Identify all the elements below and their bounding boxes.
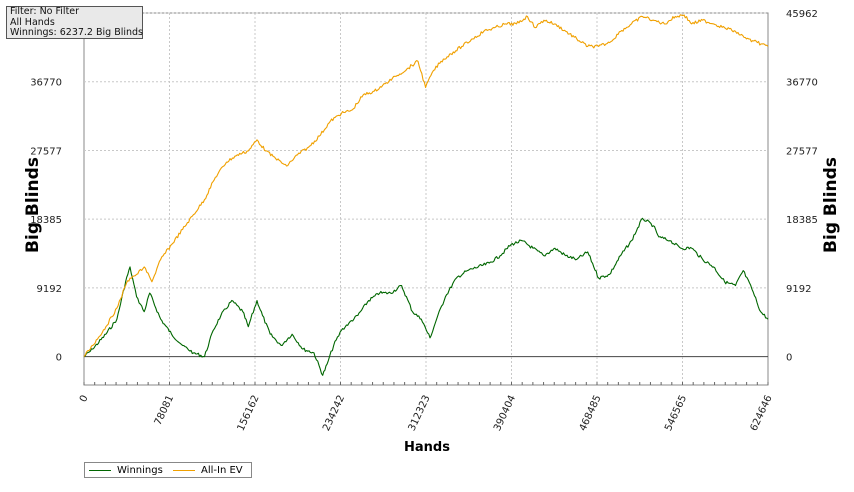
winnings-summary-text: Winnings: 6237.2 Big Blinds xyxy=(10,27,143,39)
y-tick-label-right: 36770 xyxy=(786,78,818,89)
series-line-allin-ev xyxy=(83,14,769,357)
x-axis-label: Hands xyxy=(404,440,450,455)
y-tick-label-left: 9192 xyxy=(37,284,62,295)
filter-text: Filter: No Filter xyxy=(10,6,80,17)
y-tick-label-right: 9192 xyxy=(786,284,811,295)
info-box: Filter: No Filter All Hands Winnings: 62… xyxy=(6,6,143,39)
y-tick-label-left: 0 xyxy=(56,353,62,364)
legend-label-allin-ev: All-In EV xyxy=(201,465,243,476)
y-tick-label-left: 18385 xyxy=(30,215,62,226)
y-tick-label-right: 27577 xyxy=(786,146,818,157)
x-tick-label: 0 xyxy=(78,394,91,404)
x-tick-label: 468485 xyxy=(578,394,604,433)
grid-lines xyxy=(84,12,768,385)
hands-text: All Hands xyxy=(10,16,55,28)
x-tick-label: 156162 xyxy=(236,394,262,433)
x-tick-label: 78081 xyxy=(153,394,176,427)
legend-swatch-allin-ev xyxy=(173,470,195,471)
y-axis-label-right: Big Blinds xyxy=(821,157,841,253)
legend-item-winnings: Winnings xyxy=(89,464,163,477)
x-tick-label: 312323 xyxy=(407,394,433,433)
x-tick-label: 546565 xyxy=(663,394,689,433)
y-tick-label-right: 45962 xyxy=(786,9,818,20)
y-axis-label-left: Big Blinds xyxy=(23,157,43,253)
legend: Winnings All-In EV xyxy=(84,462,252,478)
x-tick-label: 234242 xyxy=(321,394,347,433)
y-tick-label-left: 36770 xyxy=(30,78,62,89)
legend-item-allin-ev: All-In EV xyxy=(173,464,243,477)
series-line-winnings xyxy=(83,217,769,376)
y-tick-label-right: 0 xyxy=(786,353,792,364)
x-tick-label: 624646 xyxy=(749,394,775,433)
legend-swatch-winnings xyxy=(89,470,111,471)
x-tick-label: 390404 xyxy=(492,394,518,433)
y-tick-label-left: 27577 xyxy=(30,146,62,157)
series-lines xyxy=(83,14,769,376)
legend-label-winnings: Winnings xyxy=(117,465,163,476)
y-tick-label-right: 18385 xyxy=(786,215,818,226)
